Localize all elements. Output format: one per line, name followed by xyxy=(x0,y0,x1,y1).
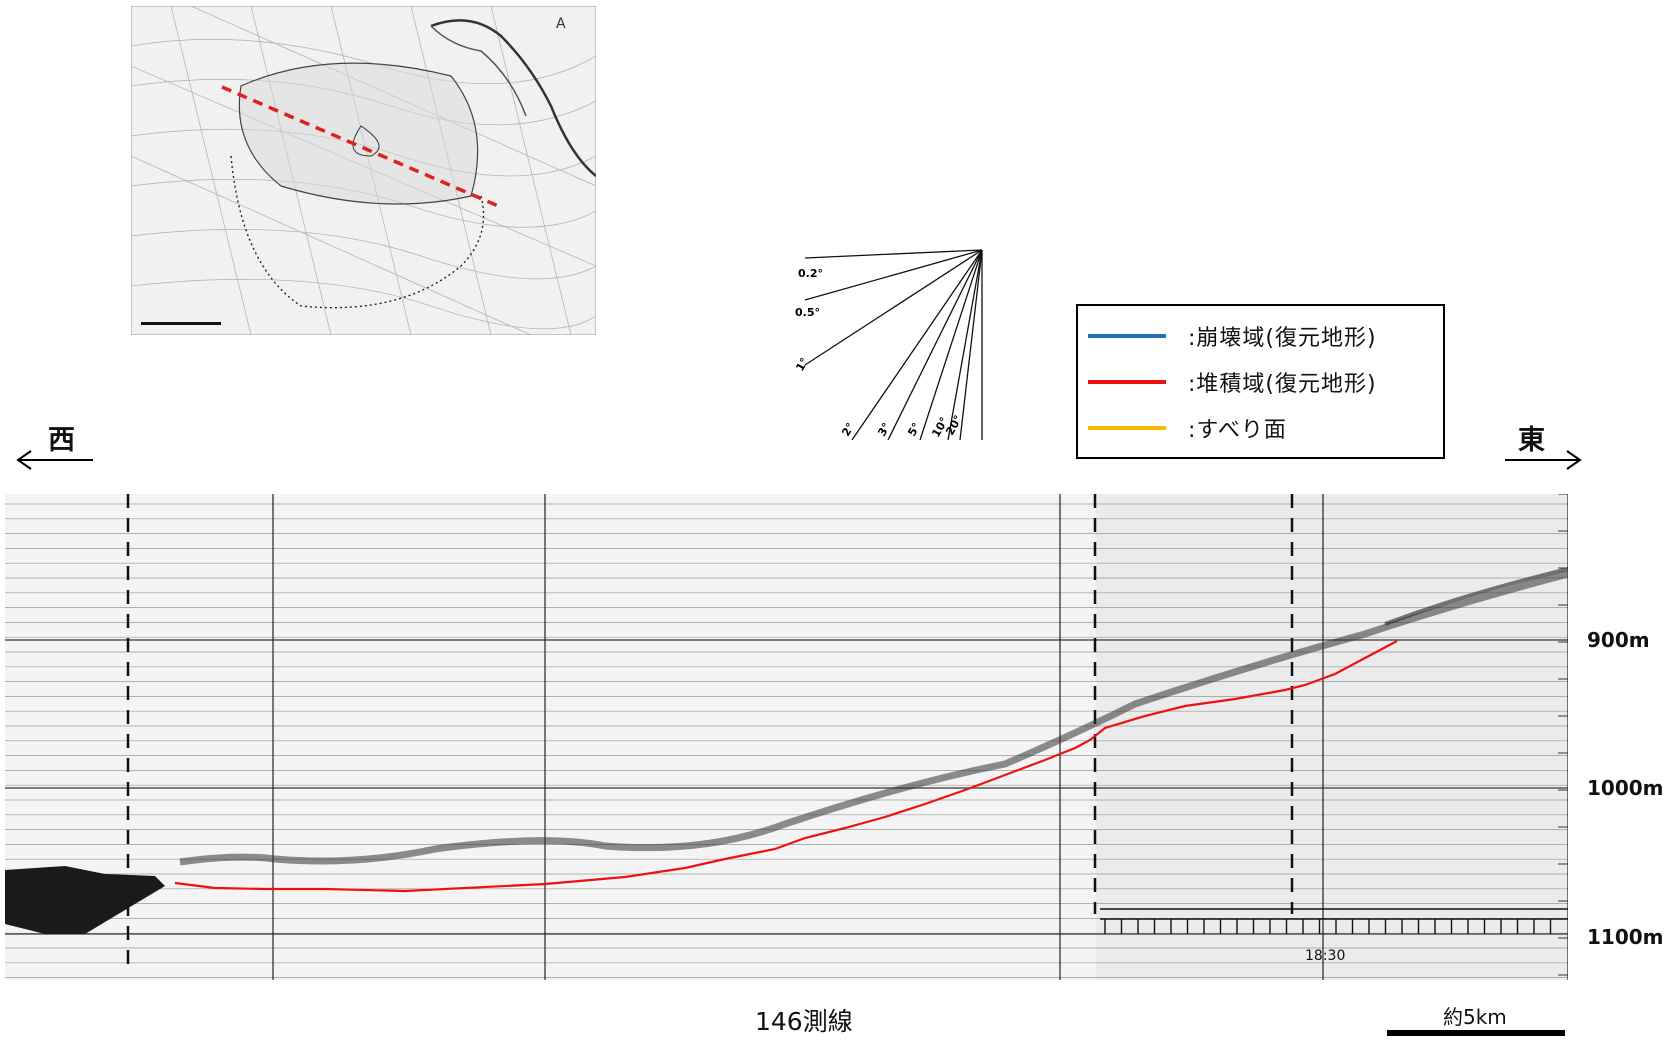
angle-line xyxy=(851,249,983,441)
legend-item-collapse-area: :崩壊域(復元地形) xyxy=(1088,321,1377,351)
angle-line xyxy=(887,249,983,441)
survey-line-name: 146測線 xyxy=(755,1007,853,1036)
legend-label: :堆積域(復元地形) xyxy=(1188,372,1377,397)
angle-label: 5° xyxy=(905,421,923,439)
angle-line xyxy=(919,249,983,441)
legend-swatch-blue xyxy=(1088,334,1166,338)
scale-bar xyxy=(1387,1030,1565,1036)
restored-deposition-profile-line xyxy=(174,640,1398,893)
depth-label-1100m: 1100m xyxy=(1587,925,1664,949)
angle-label: 3° xyxy=(875,421,893,439)
east-arrow-icon xyxy=(1505,450,1582,470)
legend: :崩壊域(復元地形) :堆積域(復元地形) :すべり面 xyxy=(1076,304,1445,459)
angle-line xyxy=(959,249,983,441)
west-arrow-icon xyxy=(16,450,93,470)
angle-line xyxy=(804,249,983,301)
legend-item-slip-surface: :すべり面 xyxy=(1088,413,1287,443)
angle-line xyxy=(947,249,983,441)
legend-label: :崩壊域(復元地形) xyxy=(1188,326,1377,351)
angle-line xyxy=(804,249,983,259)
svg-text:A: A xyxy=(556,16,566,32)
depth-label-900m: 900m xyxy=(1587,628,1650,652)
scale-label: 約5km xyxy=(1443,1005,1507,1029)
seismic-profile: 18:30 xyxy=(5,494,1568,980)
legend-item-deposition-area: :堆積域(復元地形) xyxy=(1088,367,1377,397)
legend-label: :すべり面 xyxy=(1188,418,1287,443)
angle-label: 0.2° xyxy=(798,267,823,280)
location-map: A xyxy=(131,6,596,335)
east-label: 東 xyxy=(1518,425,1545,456)
angle-line xyxy=(804,249,983,366)
angle-label: 2° xyxy=(839,421,857,439)
slope-angle-scale: 0.2°0.5°1°2° 3° 5° 10°20° xyxy=(793,249,983,441)
legend-swatch-yellow xyxy=(1088,426,1166,430)
west-label: 西 xyxy=(48,425,75,456)
time-mark: 18:30 xyxy=(1305,948,1345,964)
angle-label: 0.5° xyxy=(795,306,820,319)
depth-label-1000m: 1000m xyxy=(1587,776,1664,800)
angle-label: 1° xyxy=(793,356,811,374)
legend-swatch-red xyxy=(1088,380,1166,384)
